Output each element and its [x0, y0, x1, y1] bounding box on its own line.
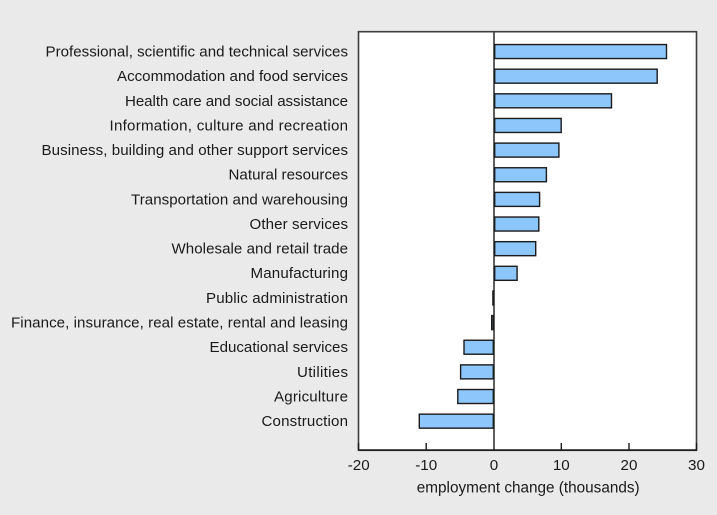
svg-text:Information, culture and recre: Information, culture and recreation [110, 117, 349, 134]
svg-text:-20: -20 [348, 457, 370, 474]
svg-text:Utilities: Utilities [297, 364, 348, 381]
svg-text:0: 0 [490, 457, 498, 474]
svg-text:Wholesale and retail trade: Wholesale and retail trade [172, 241, 349, 258]
svg-text:Natural resources: Natural resources [229, 167, 349, 184]
svg-text:Other services: Other services [250, 216, 349, 233]
svg-text:-10: -10 [415, 457, 437, 474]
svg-text:employment change (thousands): employment change (thousands) [417, 480, 640, 497]
svg-text:Agriculture: Agriculture [274, 388, 348, 405]
svg-text:Health care and social assista: Health care and social assistance [125, 93, 348, 110]
svg-text:Professional, scientific and t: Professional, scientific and technical s… [46, 44, 349, 61]
svg-text:Manufacturing: Manufacturing [251, 265, 349, 282]
svg-text:30: 30 [688, 457, 705, 474]
svg-text:Transportation and warehousing: Transportation and warehousing [131, 191, 348, 208]
svg-text:Public administration: Public administration [206, 290, 348, 307]
svg-text:10: 10 [553, 457, 570, 474]
svg-text:Accommodation and food service: Accommodation and food services [117, 68, 348, 85]
svg-text:Construction: Construction [262, 413, 349, 430]
svg-text:Educational services: Educational services [210, 339, 349, 356]
svg-text:20: 20 [621, 457, 638, 474]
svg-text:Business, building and other s: Business, building and other support ser… [42, 142, 349, 159]
svg-text:Finance, insurance, real estat: Finance, insurance, real estate, rental … [11, 315, 348, 332]
